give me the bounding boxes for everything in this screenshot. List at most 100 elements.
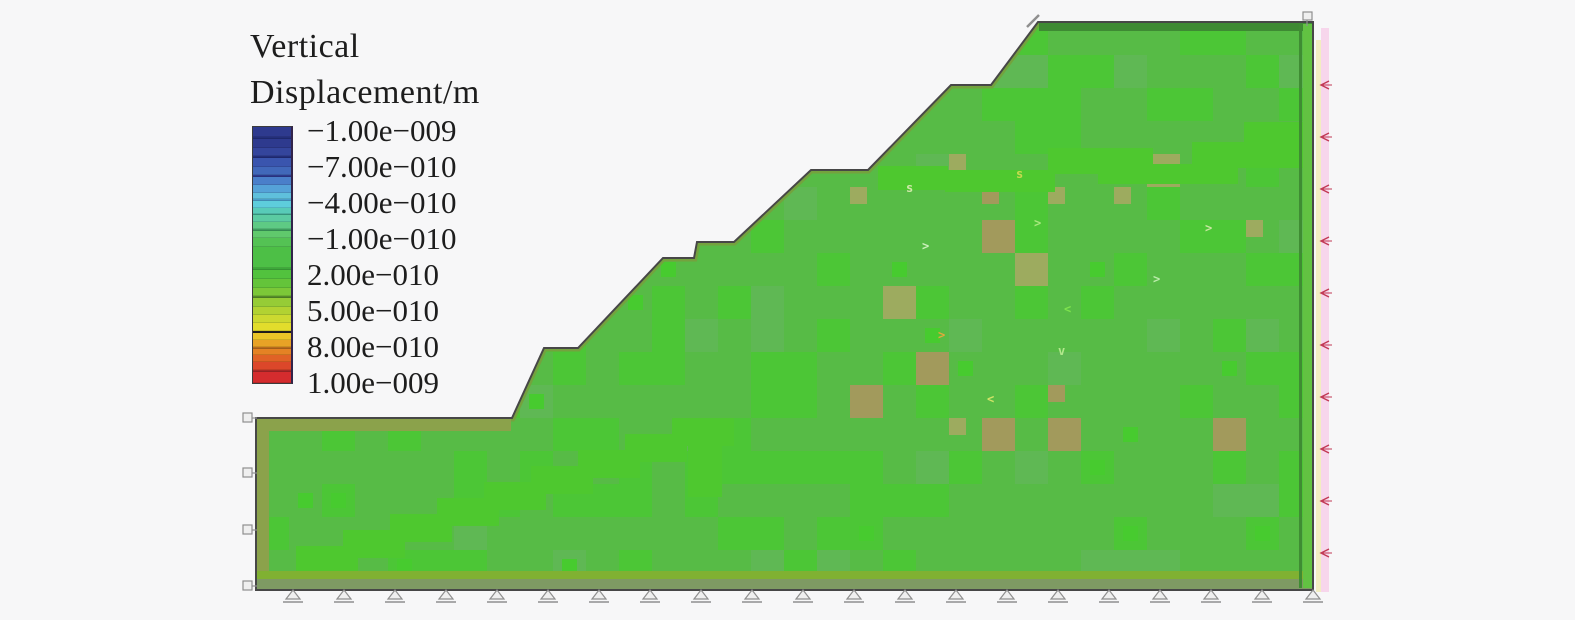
mesh-cell bbox=[1180, 385, 1213, 418]
mesh-cell-dot bbox=[793, 97, 808, 112]
colorbar-stripe bbox=[253, 199, 291, 202]
mesh-cell bbox=[1213, 418, 1246, 451]
mesh-cell bbox=[553, 154, 586, 187]
mesh-cell bbox=[784, 88, 817, 121]
mesh-cell bbox=[1015, 451, 1048, 484]
mesh-cell-dot bbox=[1123, 526, 1138, 541]
colorbar-stripe bbox=[253, 192, 291, 200]
legend-label: −4.00e−010 bbox=[307, 185, 457, 220]
colorbar-stripe bbox=[253, 340, 291, 347]
contour-band-step bbox=[1244, 122, 1313, 148]
mesh-cell-dot bbox=[397, 559, 412, 574]
mesh-cell bbox=[1048, 385, 1065, 402]
mesh-cell-dot bbox=[562, 559, 577, 574]
mesh-cell bbox=[1180, 88, 1213, 121]
colorbar-stripe bbox=[253, 306, 291, 316]
crest-marker-icon bbox=[1026, 14, 1040, 28]
support-triangle-icon bbox=[386, 589, 404, 600]
mesh-cell-dot bbox=[661, 262, 676, 277]
colorbar-stripe bbox=[253, 207, 291, 214]
mesh-cell bbox=[454, 319, 487, 352]
colorbar-stripe bbox=[253, 185, 291, 193]
mesh-cell bbox=[1015, 220, 1048, 253]
mesh-cell bbox=[586, 253, 619, 286]
mesh-cell bbox=[751, 451, 784, 484]
support-triangle-icon bbox=[590, 589, 608, 600]
legend-title-line1: Vertical bbox=[250, 28, 360, 65]
mesh-cell bbox=[1114, 187, 1131, 204]
right-strip-yellow bbox=[1316, 40, 1321, 592]
mesh-cell bbox=[916, 451, 949, 484]
mesh-cell bbox=[553, 286, 586, 319]
mesh-cell bbox=[520, 121, 553, 154]
support-triangle-icon bbox=[1304, 589, 1322, 600]
legend-label: −1.00e−010 bbox=[307, 221, 457, 256]
mesh-cell bbox=[454, 385, 487, 418]
vector-glyph: > bbox=[1034, 216, 1041, 230]
legend-label: −7.00e−010 bbox=[307, 149, 457, 184]
mesh-cell bbox=[784, 352, 817, 385]
vector-glyph: > bbox=[1153, 272, 1160, 286]
mesh-cell bbox=[1015, 253, 1048, 286]
colorbar-stripe bbox=[253, 279, 291, 288]
colorbar-stripe bbox=[253, 213, 291, 216]
vector-glyph: s bbox=[906, 181, 913, 195]
boundary-node-icon bbox=[242, 412, 253, 423]
mesh-cell bbox=[619, 187, 652, 220]
mesh-cell bbox=[949, 154, 966, 171]
mesh-cell bbox=[652, 154, 685, 187]
vector-glyph: < bbox=[987, 392, 994, 406]
support-triangle-icon bbox=[947, 589, 965, 600]
mesh-cell bbox=[916, 286, 949, 319]
mesh-cell-dot bbox=[1222, 361, 1237, 376]
mesh-cell bbox=[1213, 451, 1246, 484]
support-triangle-icon bbox=[539, 589, 557, 600]
support-triangle-icon bbox=[641, 589, 659, 600]
vector-glyph: > bbox=[1205, 221, 1212, 235]
legend-label: 8.00e−010 bbox=[307, 329, 439, 364]
mesh-cell bbox=[916, 484, 949, 517]
colorbar-stripe bbox=[253, 136, 291, 140]
colorbar-stripe bbox=[253, 330, 291, 334]
support-triangle-icon bbox=[1151, 589, 1169, 600]
mesh-cell bbox=[751, 286, 784, 319]
mesh-cell bbox=[1180, 220, 1213, 253]
mesh-cell bbox=[454, 121, 487, 154]
mesh-cell bbox=[1213, 220, 1246, 253]
mesh-cell bbox=[751, 121, 784, 154]
mesh-cell bbox=[553, 352, 586, 385]
vector-glyph: < bbox=[1064, 302, 1071, 316]
edge-band-top bbox=[1039, 23, 1312, 31]
support-triangle-icon bbox=[437, 589, 455, 600]
mesh-cell bbox=[1114, 253, 1147, 286]
legend: Vertical Displacement/m −1.00e−009 −7.00e… bbox=[250, 24, 610, 400]
mesh-cell bbox=[850, 187, 867, 204]
mesh-cell bbox=[1246, 220, 1263, 237]
mesh-cell bbox=[619, 484, 652, 517]
colorbar-stripe bbox=[253, 267, 291, 270]
mesh-cell bbox=[1246, 253, 1279, 286]
mesh-cell bbox=[850, 451, 883, 484]
edge-band-bottom-olive bbox=[257, 571, 1313, 579]
mesh-cell bbox=[1081, 286, 1114, 319]
mesh-cell-dot bbox=[628, 295, 643, 310]
mesh-cell bbox=[982, 418, 1015, 451]
mesh-cell bbox=[685, 319, 718, 352]
mesh-cell bbox=[1015, 187, 1048, 220]
mesh-cell bbox=[850, 484, 883, 517]
mesh-cell-dot bbox=[859, 526, 874, 541]
colorbar-stripe bbox=[253, 155, 291, 159]
vector-glyph: v bbox=[1058, 344, 1065, 358]
mesh-cell bbox=[883, 286, 916, 319]
colorbar-stripe bbox=[253, 238, 291, 247]
mesh-cell bbox=[751, 385, 784, 418]
mesh-cell bbox=[1048, 88, 1081, 121]
mesh-cell bbox=[652, 286, 685, 319]
mesh-cell-dot bbox=[958, 361, 973, 376]
mesh-cell bbox=[883, 22, 916, 55]
mesh-cell-dot bbox=[298, 493, 313, 508]
support-triangle-icon bbox=[794, 589, 812, 600]
mesh-cell bbox=[586, 418, 619, 451]
